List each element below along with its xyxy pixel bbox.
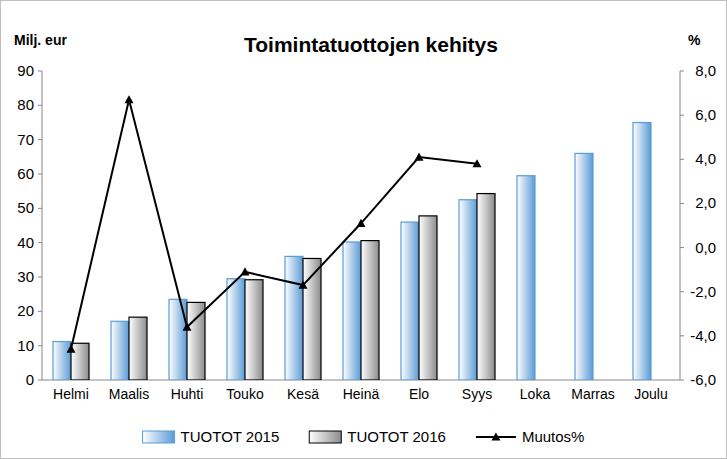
y2-tick: [680, 159, 684, 160]
y-tick: [38, 242, 42, 243]
y-tick: [38, 139, 42, 140]
y-tick-label: 90: [17, 62, 34, 79]
marker: [415, 153, 424, 161]
y-tick-label: 30: [17, 268, 34, 285]
y2-tick: [680, 380, 684, 381]
marker: [67, 345, 76, 353]
y-tick: [38, 174, 42, 175]
bar: [343, 242, 361, 380]
bar: [285, 256, 303, 380]
legend-label: TUOTOT 2016: [347, 428, 446, 445]
legend-label: TUOTOT 2015: [181, 428, 280, 445]
x-tick-label: Heinä: [343, 386, 380, 402]
marker: [473, 159, 482, 167]
y2-tick-label: -4,0: [690, 327, 716, 344]
y-tick-label: 40: [17, 234, 34, 251]
bar: [111, 321, 129, 380]
x-tick-label: Touko: [226, 386, 264, 402]
bar: [245, 280, 263, 380]
bar: [575, 153, 593, 380]
x-tick-label: Huhti: [171, 386, 204, 402]
x-tick-label: Loka: [520, 386, 551, 402]
plot-area: [53, 95, 651, 380]
legend-item: TUOTOT 2015: [143, 428, 280, 445]
y-tick: [38, 311, 42, 312]
y-tick-label: 50: [17, 199, 34, 216]
y2-tick-label: 4,0: [695, 150, 716, 167]
legend-label: Muutos%: [522, 428, 585, 445]
y2-tick-label: 6,0: [695, 106, 716, 123]
bar: [633, 123, 651, 381]
x-tick-label: Elo: [409, 386, 429, 402]
legend: TUOTOT 2015 TUOTOT 2016 Muutos%: [143, 428, 585, 445]
y-tick: [38, 277, 42, 278]
bar: [517, 176, 535, 380]
y2-tick: [680, 247, 684, 248]
marker: [357, 219, 366, 227]
y-axis-label: Milj. eur: [14, 32, 67, 48]
marker: [125, 95, 134, 103]
x-tick-label: Marras: [571, 386, 615, 402]
bar: [129, 317, 147, 380]
legend-item: Muutos%: [476, 428, 585, 445]
y2-tick: [680, 115, 684, 116]
legend-marker: [491, 433, 500, 441]
chart: Toimintatuottojen kehitys Milj. eur% 0 10 20…: [0, 0, 727, 459]
y-tick-label: 80: [17, 96, 34, 113]
y-tick: [38, 105, 42, 106]
line: [71, 100, 477, 349]
marker: [241, 267, 250, 275]
y-tick-label: 20: [17, 302, 34, 319]
bar: [419, 216, 437, 380]
y2-tick: [680, 335, 684, 336]
y2-tick-label: 8,0: [695, 62, 716, 79]
bar: [53, 342, 71, 380]
bar: [187, 302, 205, 380]
chart-frame: [1, 1, 727, 459]
y2-tick: [680, 291, 684, 292]
marker: [299, 281, 308, 289]
bar: [459, 200, 477, 380]
y-tick-label: 10: [17, 337, 34, 354]
y2-tick: [680, 203, 684, 204]
legend-swatch: [309, 431, 341, 443]
y2-tick-label: -2,0: [690, 283, 716, 300]
y-tick-label: 60: [17, 165, 34, 182]
y2-tick-label: 0,0: [695, 239, 716, 256]
title: Toimintatuottojen kehitys: [244, 33, 498, 56]
bar: [477, 194, 495, 380]
y2-axis: [680, 71, 681, 380]
y-tick-label: 0: [26, 371, 34, 388]
marker: [183, 323, 192, 331]
y2-tick-label: -6,0: [690, 371, 716, 388]
y-axis: [42, 71, 43, 380]
bar: [227, 279, 245, 380]
bar: [71, 343, 89, 380]
x-tick-label: Helmi: [53, 386, 89, 402]
y-tick: [38, 345, 42, 346]
x-tick-label: Syys: [462, 386, 492, 402]
bar: [361, 241, 379, 380]
y-tick: [38, 71, 42, 72]
legend-swatch: [143, 431, 175, 443]
legend-item: TUOTOT 2016: [309, 428, 446, 445]
y-tick: [38, 208, 42, 209]
y-tick-label: 70: [17, 131, 34, 148]
x-tick-label: Maalis: [109, 386, 149, 402]
y-tick: [38, 380, 42, 381]
y2-tick: [680, 71, 684, 72]
y2-tick-label: 2,0: [695, 194, 716, 211]
x-tick-label: Joulu: [634, 386, 667, 402]
x-tick-label: Kesä: [287, 386, 319, 402]
bar: [401, 222, 419, 380]
bar: [169, 299, 187, 380]
y2-axis-label: %: [688, 32, 701, 48]
